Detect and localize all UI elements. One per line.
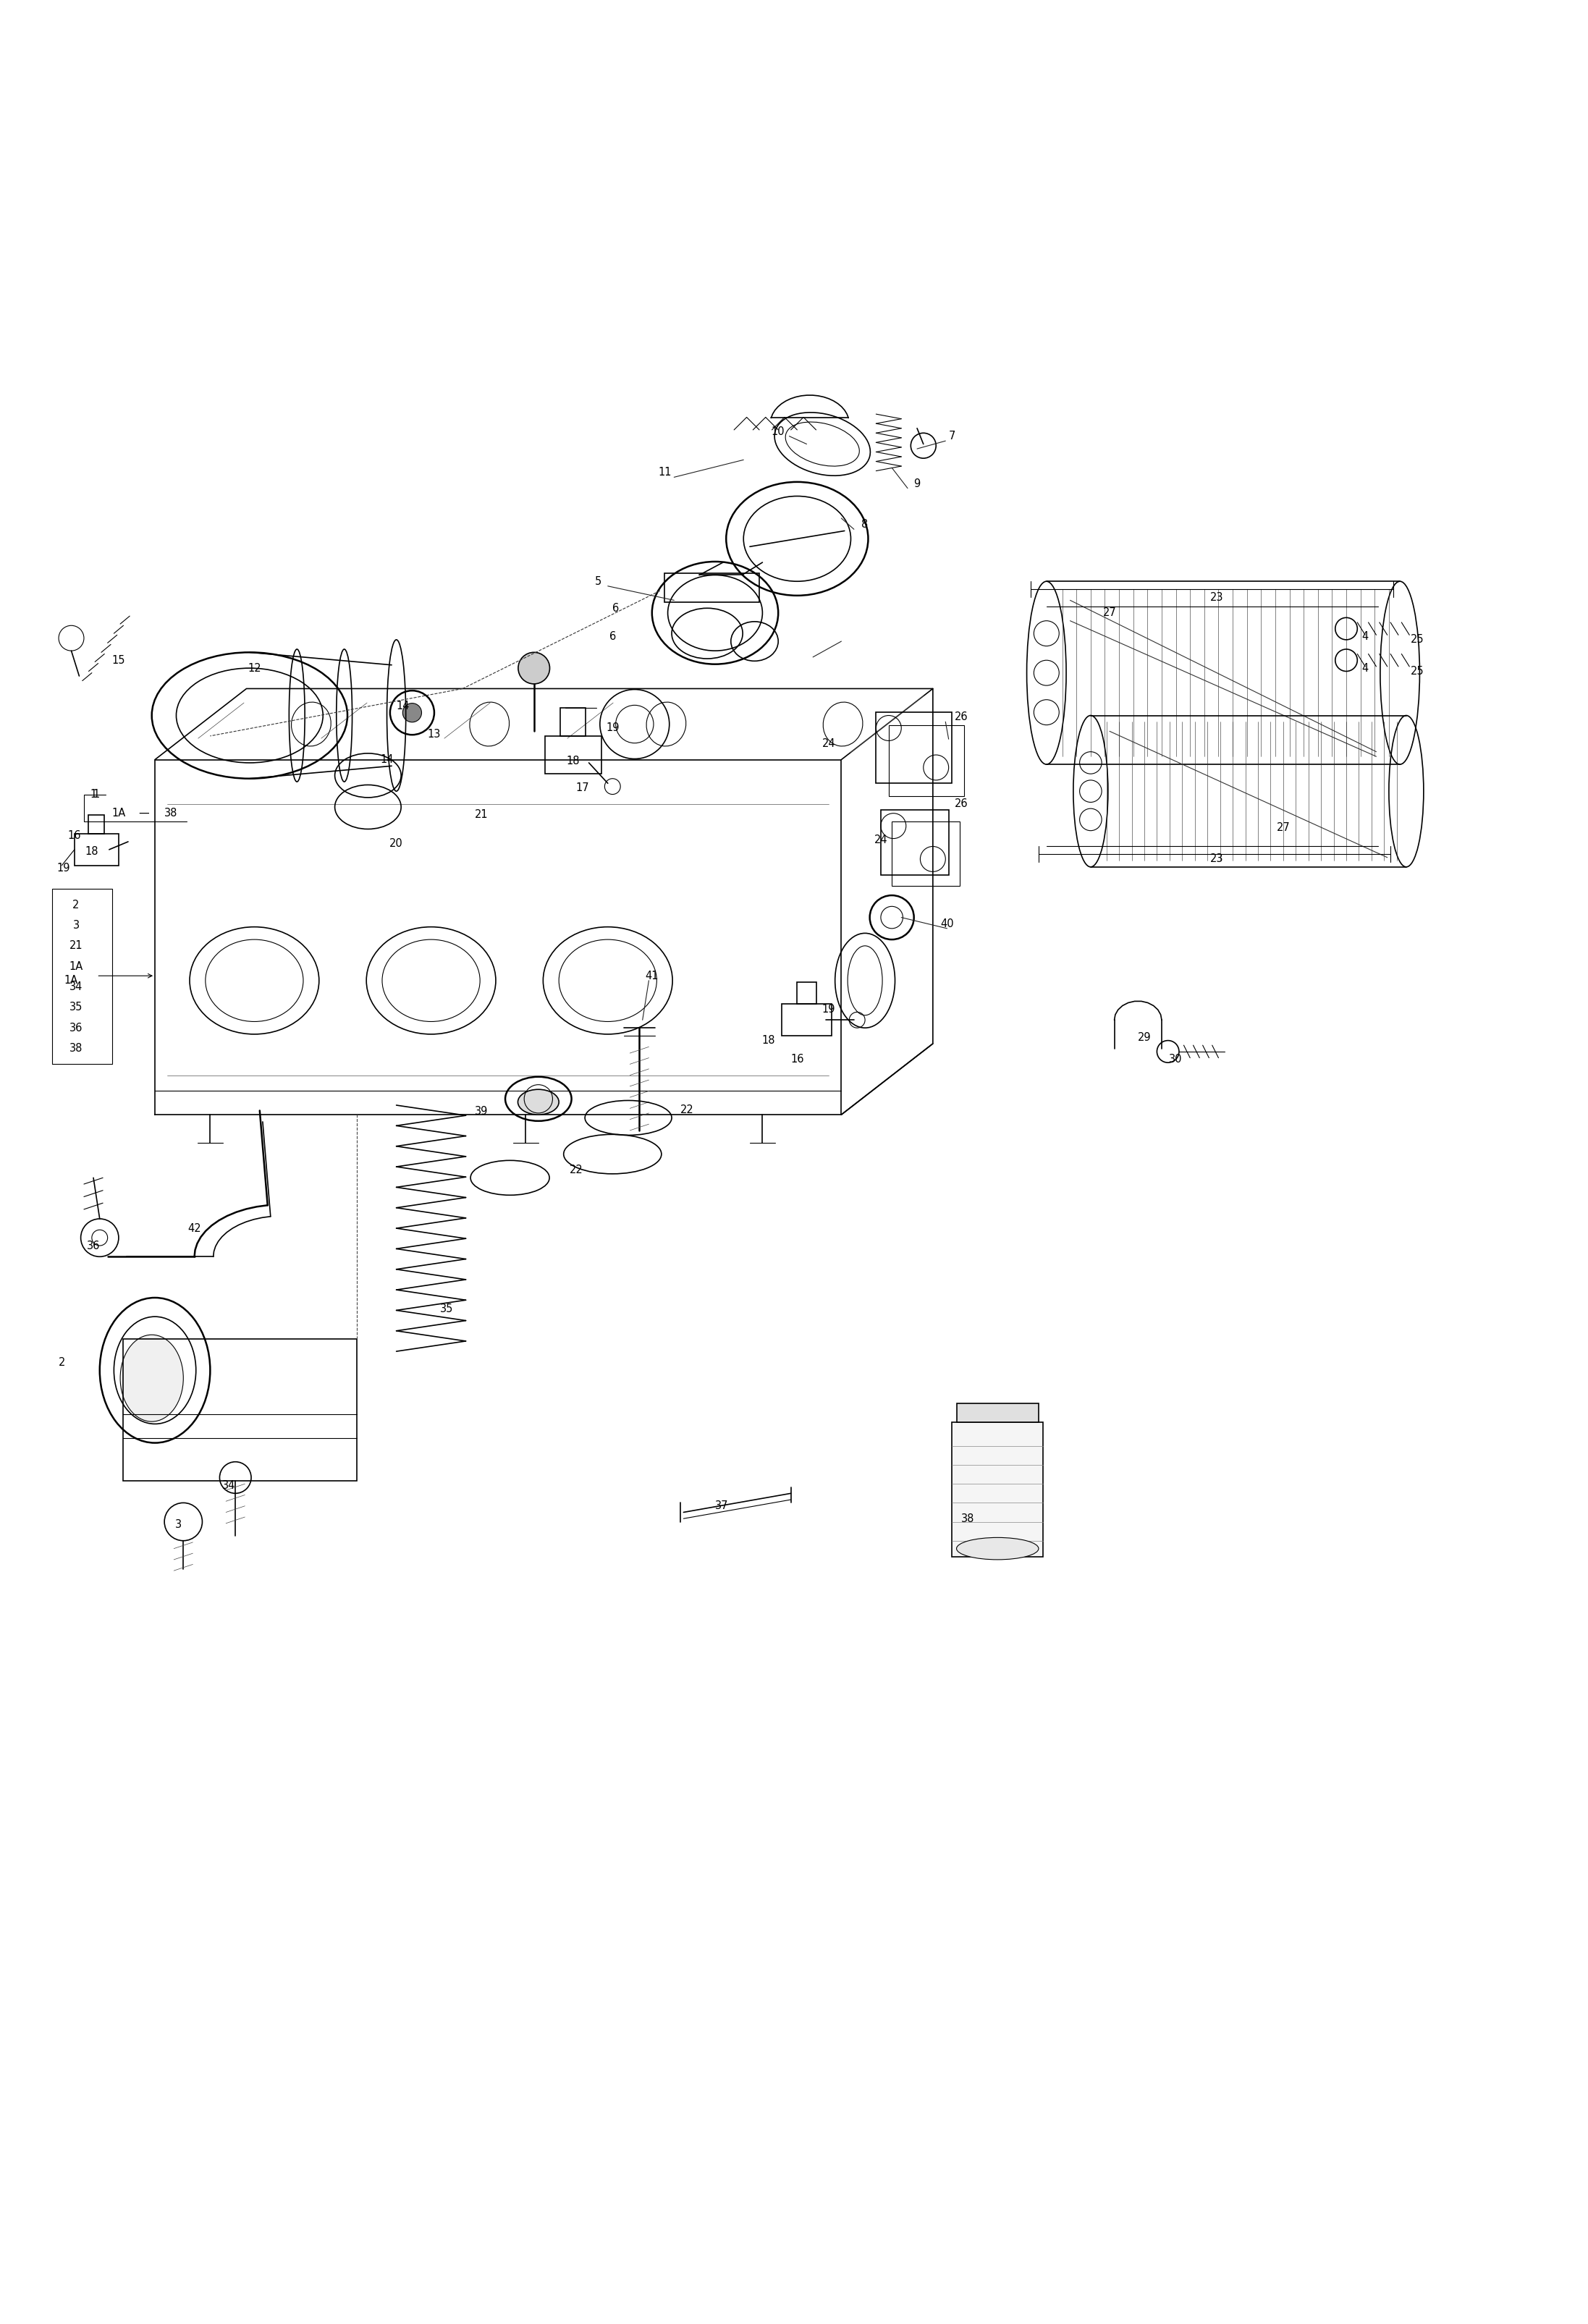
Text: 34: 34: [222, 1480, 235, 1492]
Text: 3: 3: [73, 920, 79, 930]
Text: 16: 16: [68, 830, 81, 841]
Text: 40: 40: [940, 918, 954, 930]
Text: 18: 18: [567, 755, 580, 767]
Text: 30: 30: [1169, 1055, 1183, 1064]
Text: 1A: 1A: [111, 809, 125, 818]
Bar: [665, 574, 759, 602]
Text: 14: 14: [395, 700, 410, 711]
Text: 24: 24: [873, 834, 888, 846]
Text: 22: 22: [680, 1104, 694, 1116]
Text: 19: 19: [607, 723, 619, 734]
Text: 5: 5: [596, 576, 602, 586]
Text: 24: 24: [823, 739, 835, 748]
Text: 1A: 1A: [68, 960, 83, 971]
Text: 13: 13: [427, 730, 441, 739]
Text: 6: 6: [613, 602, 619, 614]
Text: 11: 11: [657, 467, 672, 479]
Bar: [956, 1404, 1039, 1422]
Text: 17: 17: [576, 783, 589, 792]
Text: 38: 38: [961, 1513, 973, 1525]
Text: 27: 27: [1277, 823, 1289, 832]
Text: —: —: [138, 809, 149, 818]
Text: 23: 23: [1210, 593, 1224, 602]
Text: 26: 26: [954, 711, 969, 723]
Text: 15: 15: [111, 655, 125, 665]
Text: 35: 35: [440, 1304, 454, 1313]
Text: 20: 20: [389, 839, 403, 848]
Text: 39: 39: [475, 1106, 488, 1118]
Text: 2: 2: [59, 1357, 65, 1369]
Text: 10: 10: [772, 425, 784, 437]
Text: 4: 4: [1363, 662, 1369, 674]
Text: 27: 27: [1102, 607, 1116, 618]
Text: 16: 16: [791, 1055, 804, 1064]
Text: 21: 21: [70, 941, 83, 951]
Circle shape: [403, 704, 421, 723]
Text: 35: 35: [70, 1002, 83, 1013]
Text: 12: 12: [248, 662, 260, 674]
Text: 1: 1: [94, 788, 100, 799]
Text: 1: 1: [91, 788, 97, 799]
Text: 25: 25: [1410, 634, 1424, 646]
Text: 25: 25: [1410, 667, 1424, 676]
Text: 6: 6: [610, 632, 616, 641]
Text: 26: 26: [954, 799, 969, 809]
Text: 19: 19: [823, 1004, 835, 1013]
Text: 1A: 1A: [65, 976, 78, 985]
Ellipse shape: [956, 1538, 1039, 1559]
Text: 18: 18: [86, 846, 98, 858]
Text: 8: 8: [862, 518, 869, 530]
Text: 41: 41: [645, 971, 659, 981]
Text: 4: 4: [1363, 632, 1369, 641]
Bar: [89, 816, 105, 834]
Ellipse shape: [518, 1090, 559, 1116]
Ellipse shape: [121, 1334, 183, 1422]
Bar: [75, 834, 119, 865]
Text: 22: 22: [570, 1164, 583, 1176]
Bar: [124, 1339, 357, 1480]
Circle shape: [518, 653, 549, 683]
Bar: [951, 1422, 1043, 1557]
Bar: [561, 706, 586, 737]
Text: 3: 3: [175, 1520, 183, 1529]
Text: 42: 42: [187, 1222, 202, 1234]
Text: 36: 36: [87, 1241, 100, 1250]
Text: 18: 18: [762, 1034, 775, 1046]
Text: 36: 36: [70, 1023, 83, 1034]
Bar: [781, 1004, 832, 1037]
Text: 21: 21: [475, 809, 488, 820]
Bar: [797, 983, 816, 1004]
Text: 19: 19: [57, 862, 70, 874]
Text: 23: 23: [1210, 853, 1224, 865]
Text: 38: 38: [164, 809, 178, 818]
Text: 38: 38: [70, 1043, 83, 1053]
Text: 9: 9: [913, 479, 921, 488]
Text: 34: 34: [70, 981, 83, 992]
Text: 14: 14: [380, 755, 394, 765]
Bar: [545, 737, 602, 774]
Text: 7: 7: [948, 430, 956, 442]
Text: 29: 29: [1137, 1032, 1151, 1043]
Text: 37: 37: [715, 1501, 729, 1511]
Text: 2: 2: [73, 899, 79, 911]
